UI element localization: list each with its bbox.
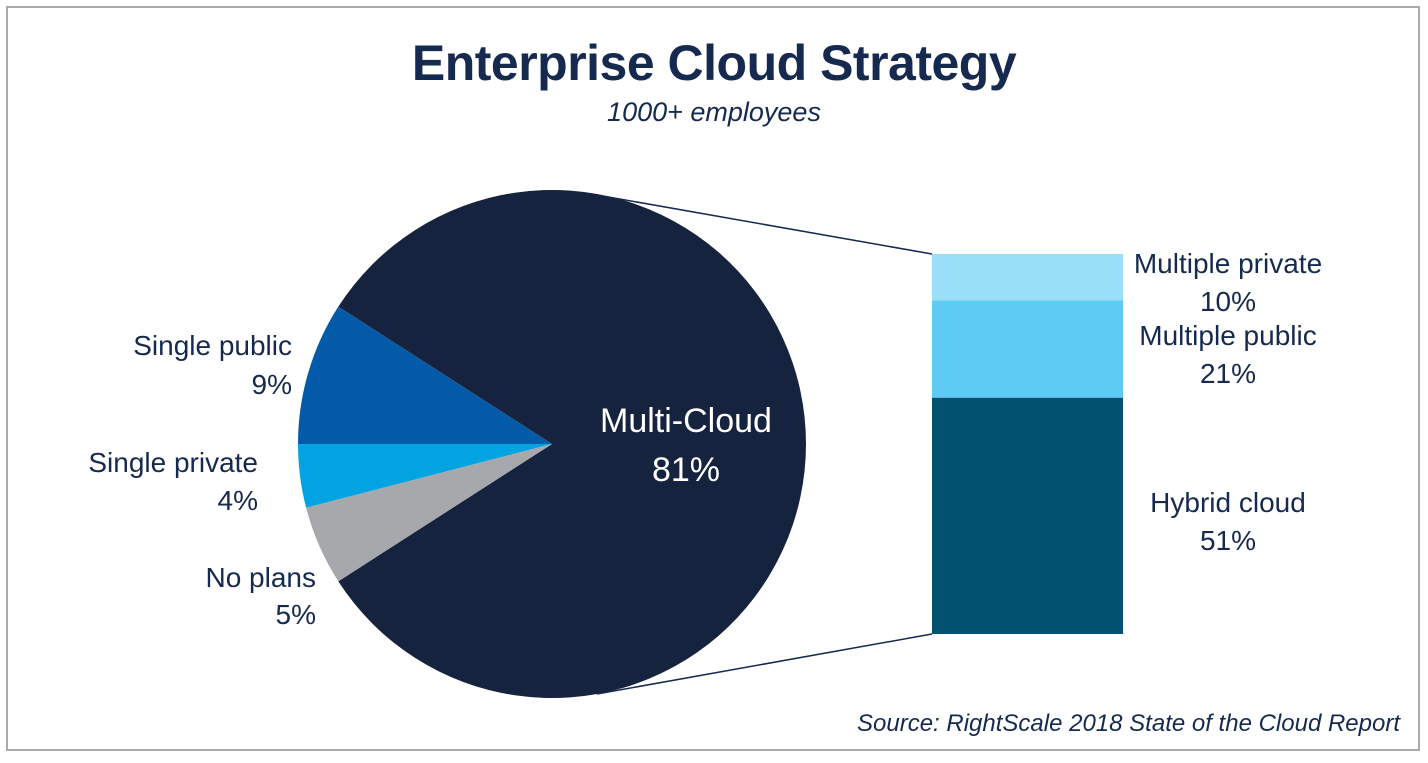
pie-slice-no-plans xyxy=(306,444,552,582)
bar-segment-multiple-private xyxy=(932,254,1123,301)
slice-label-single-public: Single public xyxy=(133,330,292,361)
pie-group xyxy=(298,190,806,699)
segment-value-multiple-public: 21% xyxy=(1200,358,1256,389)
bar-segment-multiple-public xyxy=(932,300,1123,398)
slice-value-single-public: 9% xyxy=(252,369,292,400)
pie-slice-single-private xyxy=(298,444,552,508)
connector-line-bottom xyxy=(596,633,933,695)
segment-label-multiple-public: Multiple public xyxy=(1139,320,1316,351)
chart-title: Enterprise Cloud Strategy xyxy=(411,35,1017,91)
connector-lines xyxy=(596,194,933,695)
pie-slice-single-public xyxy=(298,306,552,444)
source-note: Source: RightScale 2018 State of the Clo… xyxy=(857,710,1400,737)
segment-value-hybrid-cloud: 51% xyxy=(1200,525,1256,556)
segment-label-hybrid-cloud: Hybrid cloud xyxy=(1150,487,1306,518)
segment-label-multiple-private: Multiple private xyxy=(1134,248,1322,279)
connector-line-top xyxy=(596,194,933,255)
labels-group: Multi-Cloud 81% Single public 9% Single priv… xyxy=(88,248,1322,630)
slice-label-multi-cloud: Multi-Cloud xyxy=(600,402,772,440)
bar-segment-hybrid-cloud xyxy=(932,397,1123,634)
slice-label-no-plans: No plans xyxy=(205,562,316,593)
slice-value-single-private: 4% xyxy=(218,485,258,516)
breakdown-bar xyxy=(932,254,1123,634)
slice-label-single-private: Single private xyxy=(88,447,258,478)
slice-value-no-plans: 5% xyxy=(276,599,316,630)
pie-slice-multi-cloud xyxy=(338,190,806,699)
chart-subtitle: 1000+ employees xyxy=(607,97,821,127)
slice-value-multi-cloud: 81% xyxy=(652,451,720,489)
segment-value-multiple-private: 10% xyxy=(1200,286,1256,317)
